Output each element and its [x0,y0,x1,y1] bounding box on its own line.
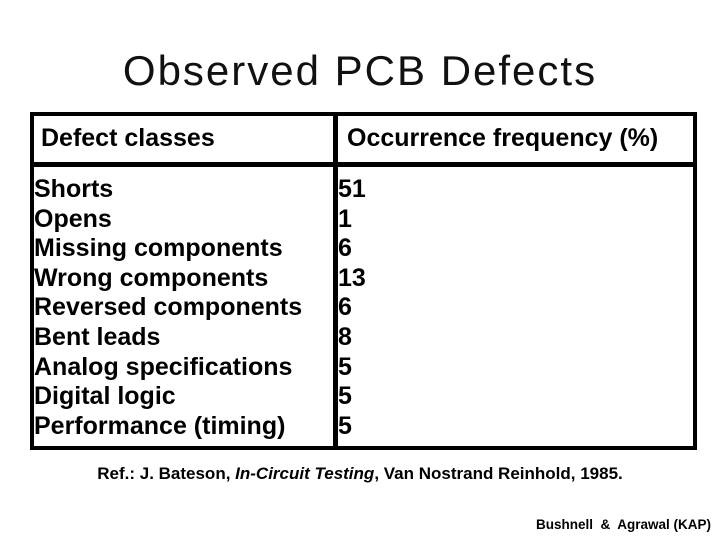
column-header-occurrence-frequency: Occurrence frequency (%) [347,124,659,152]
table-row-value: 5 [338,411,352,440]
table-row-label: Wrong components [34,263,269,292]
table-row-label: Performance (timing) [34,411,286,440]
table-row-value: 1 [338,204,352,233]
table-row-value: 6 [338,293,352,322]
table-row-value: 5 [338,382,352,411]
page-title: Observed PCB Defects [122,47,598,94]
author-credit: Bushnell & Agrawal (KAP) [535,517,711,532]
occurrence-frequency-column: 51 1 6 13 6 8 5 5 5 [338,167,693,446]
table-body: Shorts Opens Missing components Wrong co… [34,167,693,446]
table-row-label: Analog specifications [34,352,293,381]
table-row-label: Digital logic [34,382,176,411]
defect-class-column: Shorts Opens Missing components Wrong co… [34,167,338,446]
column-header-defect-classes: Defect classes [34,116,338,162]
table-row-label: Reversed components [34,293,303,322]
table-row-label: Bent leads [34,322,161,351]
table-row-label: Missing components [34,234,283,263]
table-row-value: 51 [338,175,366,203]
table-row-value: 5 [338,352,352,381]
reference-book-title: In-Circuit Testing [235,464,375,483]
table-row-value: 6 [338,234,352,263]
table-row-value: 8 [338,322,352,351]
table-header-row: Defect classes Occurrence frequency (%) [34,116,693,167]
reference-suffix: , Van Nostrand Reinhold, 1985. [374,464,623,483]
table-row-value: 13 [338,263,366,292]
table-row-label: Shorts [34,175,114,203]
defect-table: Defect classes Occurrence frequency (%) … [30,112,697,450]
reference-citation: Ref.: J. Bateson, In-Circuit Testing, Va… [0,464,720,484]
reference-prefix: Ref.: J. Bateson, [97,464,236,483]
table-row-label: Opens [34,204,112,233]
